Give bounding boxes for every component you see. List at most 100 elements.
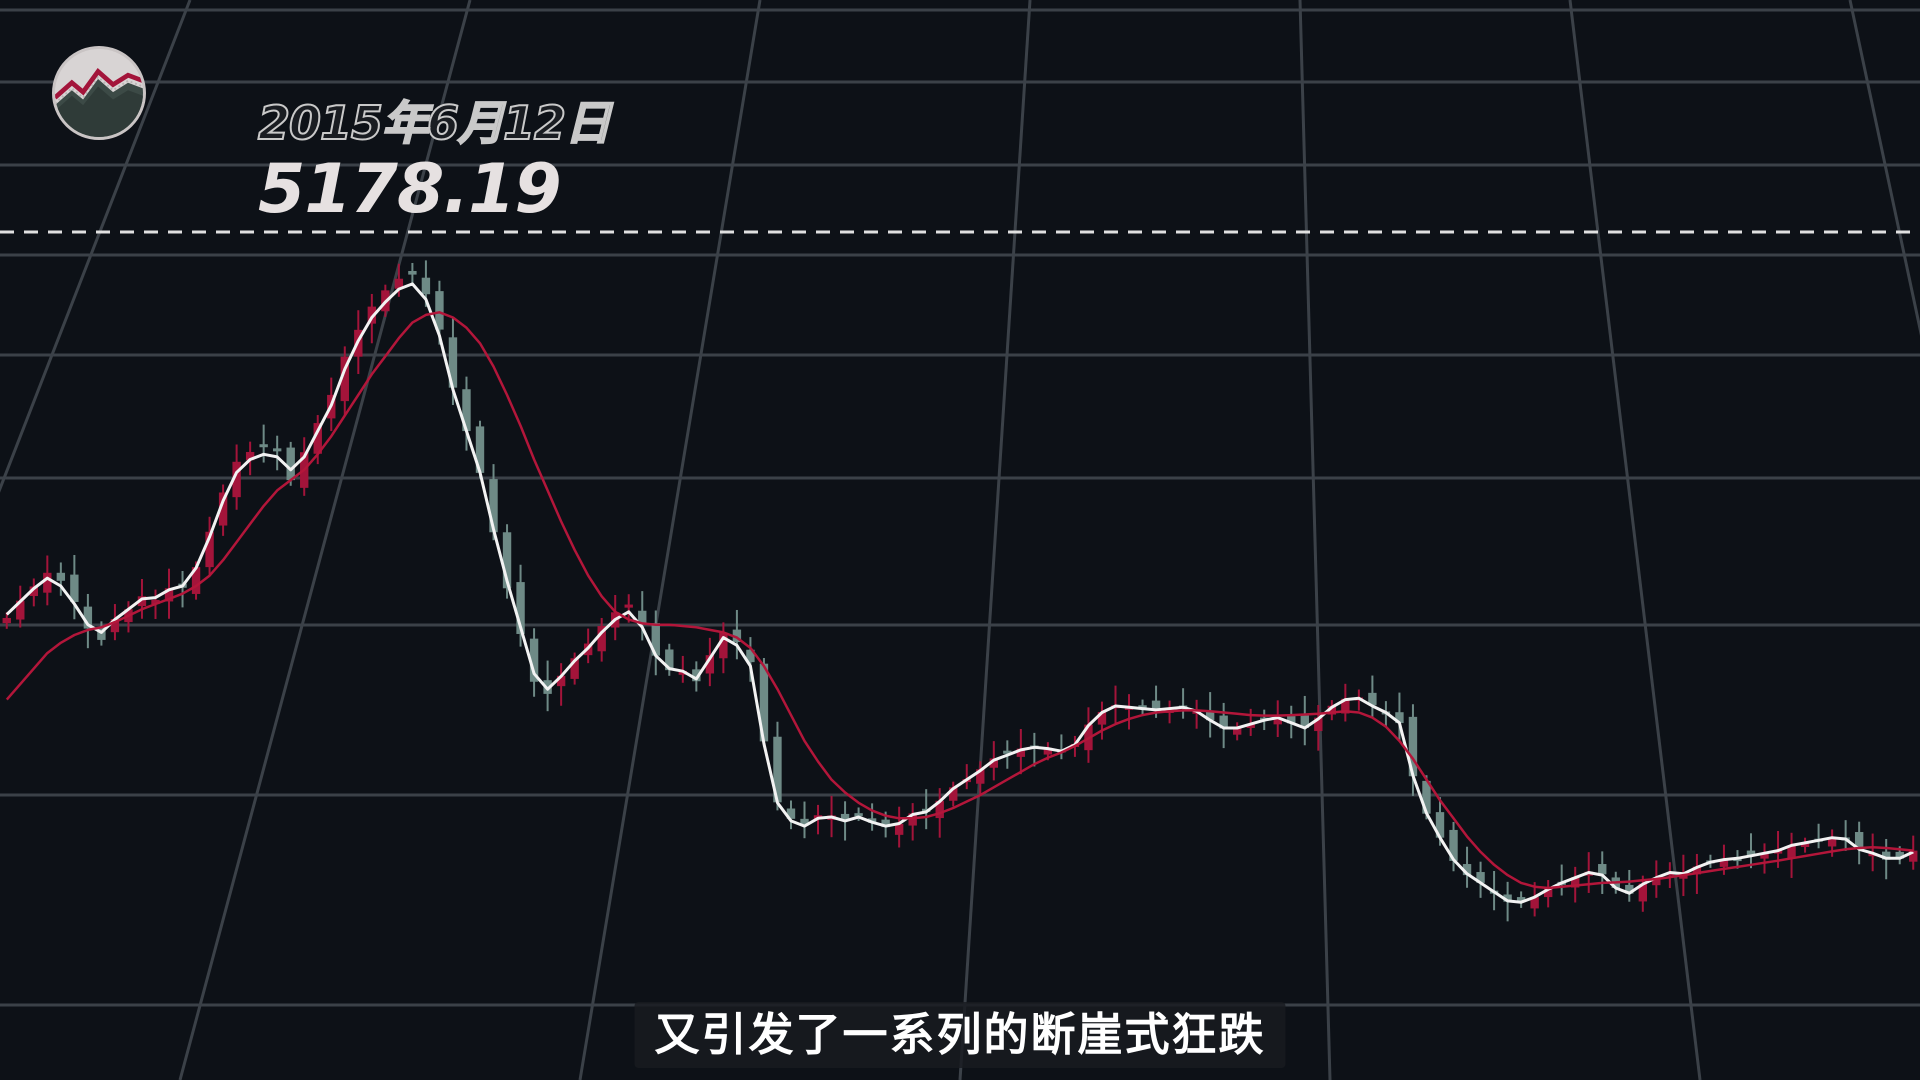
grid-perspective-line	[0, 0, 192, 493]
candle-body	[746, 649, 755, 663]
candle-body	[137, 596, 147, 607]
candle-body	[16, 600, 25, 620]
candle-body	[1219, 715, 1228, 729]
candle-body	[1043, 747, 1053, 755]
candle-body	[1598, 864, 1607, 875]
candle-body	[556, 675, 566, 687]
candle-body	[1151, 700, 1161, 710]
candle-body	[1205, 711, 1215, 721]
candle-body	[638, 610, 647, 624]
candle-body	[894, 824, 904, 835]
candle-body	[2, 617, 11, 624]
candle-body	[164, 588, 174, 602]
candle-body	[1246, 723, 1255, 728]
candle-body	[1395, 712, 1404, 724]
candle-body	[773, 736, 782, 803]
grid-perspective-line	[578, 0, 762, 1080]
candle-body	[732, 629, 742, 642]
candle-body	[1138, 705, 1147, 709]
candle-body	[1314, 717, 1323, 732]
candle-body	[435, 291, 444, 330]
candle-body	[881, 819, 890, 828]
candle-body	[935, 800, 944, 819]
candle-body	[1909, 850, 1918, 862]
grid-perspective-line	[1848, 0, 1920, 336]
candle-body	[394, 278, 404, 289]
candle-body	[1543, 888, 1553, 898]
candle-body	[1097, 711, 1107, 725]
candle-body	[1368, 692, 1377, 706]
candle-body	[867, 818, 877, 823]
candle-body	[1854, 832, 1864, 850]
candle-body	[29, 586, 38, 597]
candle-body	[313, 423, 322, 454]
candle-body	[245, 451, 255, 461]
candle-body	[949, 787, 958, 801]
ma-long-line	[5, 311, 1914, 890]
candle-body	[1625, 884, 1634, 894]
grid-perspective-line	[178, 0, 472, 1080]
grid-perspective-line	[958, 0, 1032, 1080]
candle-body	[272, 448, 282, 452]
grid-perspective-line	[1298, 0, 1332, 1080]
candle-body	[1760, 853, 1769, 859]
candle-body	[1652, 877, 1661, 886]
candle-body	[1287, 716, 1296, 724]
logo-mountain-graphic	[55, 49, 143, 137]
candle-body	[719, 632, 728, 659]
candle-body	[1746, 850, 1756, 856]
candle-body	[1679, 874, 1688, 879]
candle-body	[421, 277, 431, 295]
candle-body	[1503, 894, 1512, 902]
candle-body	[191, 567, 201, 594]
candle-body	[1003, 750, 1012, 754]
candle-body	[1530, 897, 1539, 909]
candle-body	[489, 479, 498, 533]
candle-body	[854, 813, 863, 817]
peak-value-label: 5178.19	[258, 150, 562, 229]
candle-body	[340, 356, 349, 402]
candle-body	[692, 669, 701, 682]
candle-body	[1719, 859, 1729, 867]
candle-body	[502, 532, 512, 589]
candle-body	[1300, 715, 1309, 728]
candle-body	[570, 658, 579, 679]
candle-body	[1016, 748, 1026, 757]
candle-body	[448, 337, 458, 388]
candle-body	[1692, 866, 1702, 875]
candle-body	[597, 625, 606, 652]
candle-body	[705, 655, 715, 674]
candle-body	[1787, 845, 1796, 859]
candle-body	[1422, 780, 1431, 814]
candle-body	[1462, 864, 1472, 876]
candle-body	[651, 623, 660, 656]
candle-body	[1571, 877, 1580, 888]
candle-body	[56, 572, 66, 581]
candle-body	[232, 461, 241, 498]
candle-body	[475, 426, 485, 473]
candle-body	[462, 389, 471, 432]
candle-body	[529, 638, 539, 682]
candle-body	[1341, 698, 1350, 714]
candle-body	[1327, 705, 1337, 715]
candle-body	[989, 758, 998, 768]
candle-body	[1895, 851, 1904, 859]
candle-body	[110, 619, 120, 633]
candle-body	[1408, 716, 1418, 777]
candle-body	[286, 447, 295, 481]
candle-body	[516, 582, 525, 634]
candle-body	[205, 531, 214, 568]
candle-body	[840, 813, 850, 821]
candle-body	[1827, 837, 1837, 847]
candle-body	[800, 818, 809, 826]
grid-perspective-line	[1568, 0, 1702, 1080]
candle-body	[43, 572, 52, 593]
candle-body	[151, 599, 160, 605]
candle-body	[665, 649, 674, 671]
candle-body	[1435, 812, 1445, 838]
candle-body	[624, 604, 633, 608]
candle-body	[1638, 883, 1648, 902]
